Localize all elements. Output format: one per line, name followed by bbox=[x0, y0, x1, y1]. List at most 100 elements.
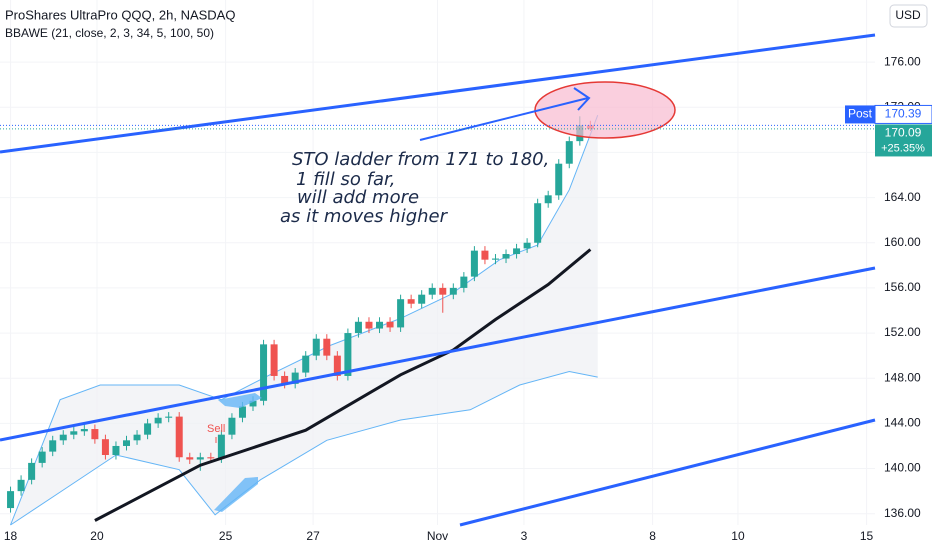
y-tick-label: 136.00 bbox=[884, 506, 921, 520]
candle-body bbox=[217, 434, 225, 459]
y-tick-label: 140.00 bbox=[884, 461, 921, 475]
candle-body bbox=[491, 258, 499, 260]
candle-body bbox=[154, 417, 162, 424]
candle-body bbox=[175, 416, 183, 458]
x-tick-label: Nov bbox=[427, 529, 448, 543]
candle-body bbox=[534, 203, 542, 243]
candle-body bbox=[470, 250, 478, 277]
candle-body bbox=[344, 333, 352, 376]
candle-body bbox=[555, 163, 563, 196]
candle-body bbox=[228, 417, 236, 435]
highlight-ellipse bbox=[534, 81, 676, 139]
y-tick-label: 164.00 bbox=[884, 190, 921, 204]
y-tick-label: 176.00 bbox=[884, 54, 921, 68]
y-tick-label: 144.00 bbox=[884, 416, 921, 430]
trend-line bbox=[0, 266, 876, 442]
candle-body bbox=[365, 321, 373, 329]
candle-body bbox=[481, 250, 489, 260]
currency-box bbox=[889, 4, 928, 28]
signal-shape bbox=[218, 393, 262, 408]
x-tick-label: 15 bbox=[860, 529, 874, 543]
last-price-box bbox=[875, 124, 932, 157]
candle-body bbox=[376, 321, 384, 329]
post-price-box bbox=[874, 104, 932, 124]
y-tick-label: 152.00 bbox=[884, 325, 921, 339]
candle-body bbox=[59, 434, 67, 441]
change: +25.35% bbox=[881, 142, 925, 154]
candle-body bbox=[101, 439, 109, 455]
candle-body bbox=[281, 375, 289, 384]
candle-body bbox=[17, 479, 25, 492]
candle-body bbox=[7, 491, 15, 509]
candle-body bbox=[291, 372, 299, 384]
y-tick-label: 156.00 bbox=[884, 280, 921, 294]
candle-body bbox=[544, 195, 552, 204]
candle-body bbox=[270, 344, 278, 376]
trend-line bbox=[459, 418, 876, 527]
signal-shape bbox=[214, 477, 258, 512]
candle-body bbox=[312, 338, 320, 356]
candle-body bbox=[70, 431, 78, 435]
candle-body bbox=[49, 440, 57, 452]
chart-title: ProShares UltraPro QQQ, 2h, NASDAQ bbox=[5, 7, 235, 22]
candle-body bbox=[249, 400, 257, 407]
candle-body bbox=[165, 416, 173, 418]
indicator-label: BBAWE (21, close, 2, 3, 34, 5, 100, 50) bbox=[5, 26, 214, 40]
candle-body bbox=[523, 242, 531, 249]
annotation: STO ladder from 171 to 180, bbox=[292, 149, 549, 170]
axes: 136.00 140.00 144.00 148.00 152.00 156.00 160.… bbox=[0, 54, 932, 543]
candle-body bbox=[38, 451, 46, 463]
post-box bbox=[845, 105, 875, 124]
candle-body bbox=[513, 248, 521, 255]
x-tick-label: 25 bbox=[219, 529, 233, 543]
candle-body bbox=[196, 457, 204, 460]
arrow-line bbox=[419, 97, 589, 141]
candle-body bbox=[449, 287, 457, 295]
candle-body bbox=[502, 254, 510, 259]
last-price: 170.09 bbox=[885, 126, 922, 140]
x-tick-label: 10 bbox=[731, 529, 745, 543]
annotation: 1 fill so far, bbox=[296, 169, 395, 190]
candle-body bbox=[565, 141, 573, 164]
candle-body bbox=[133, 434, 141, 441]
trend-line bbox=[0, 33, 876, 154]
arrow-head bbox=[573, 87, 591, 111]
x-tick-label: 3 bbox=[521, 529, 528, 543]
currency: USD bbox=[895, 8, 921, 22]
lower-band bbox=[10, 370, 598, 526]
candle-body bbox=[80, 429, 88, 432]
candle-body bbox=[260, 344, 268, 401]
candle-body bbox=[333, 355, 341, 376]
post-label: Post bbox=[848, 107, 873, 121]
y-tick-label: 148.00 bbox=[884, 370, 921, 384]
candle-body bbox=[397, 299, 405, 328]
candle-body bbox=[428, 287, 436, 295]
candle-body bbox=[91, 429, 99, 440]
y-tick-label: 160.00 bbox=[884, 235, 921, 249]
candle-body bbox=[238, 406, 246, 418]
candle-body bbox=[123, 440, 131, 446]
annotation: as it moves higher bbox=[280, 206, 449, 227]
candle-body bbox=[323, 338, 331, 356]
candle-body bbox=[186, 457, 194, 460]
x-tick-label: 18 bbox=[4, 529, 18, 543]
candle-body bbox=[354, 321, 362, 334]
annotation: will add more bbox=[297, 187, 419, 208]
candles bbox=[7, 116, 594, 522]
candle-body bbox=[144, 423, 152, 435]
post-price: 170.39 bbox=[885, 107, 922, 121]
x-tick-label: 20 bbox=[90, 529, 104, 543]
candle-body bbox=[460, 276, 468, 288]
x-tick-label: 8 bbox=[649, 529, 656, 543]
candle-body bbox=[302, 355, 310, 373]
candle-body bbox=[112, 445, 120, 455]
candle-body bbox=[439, 287, 447, 295]
candle-body bbox=[207, 457, 215, 459]
sell-label: Sell bbox=[207, 423, 225, 435]
x-tick-label: 27 bbox=[306, 529, 320, 543]
candle-body bbox=[28, 462, 36, 480]
candle-body bbox=[418, 294, 426, 304]
sma bbox=[94, 248, 592, 522]
